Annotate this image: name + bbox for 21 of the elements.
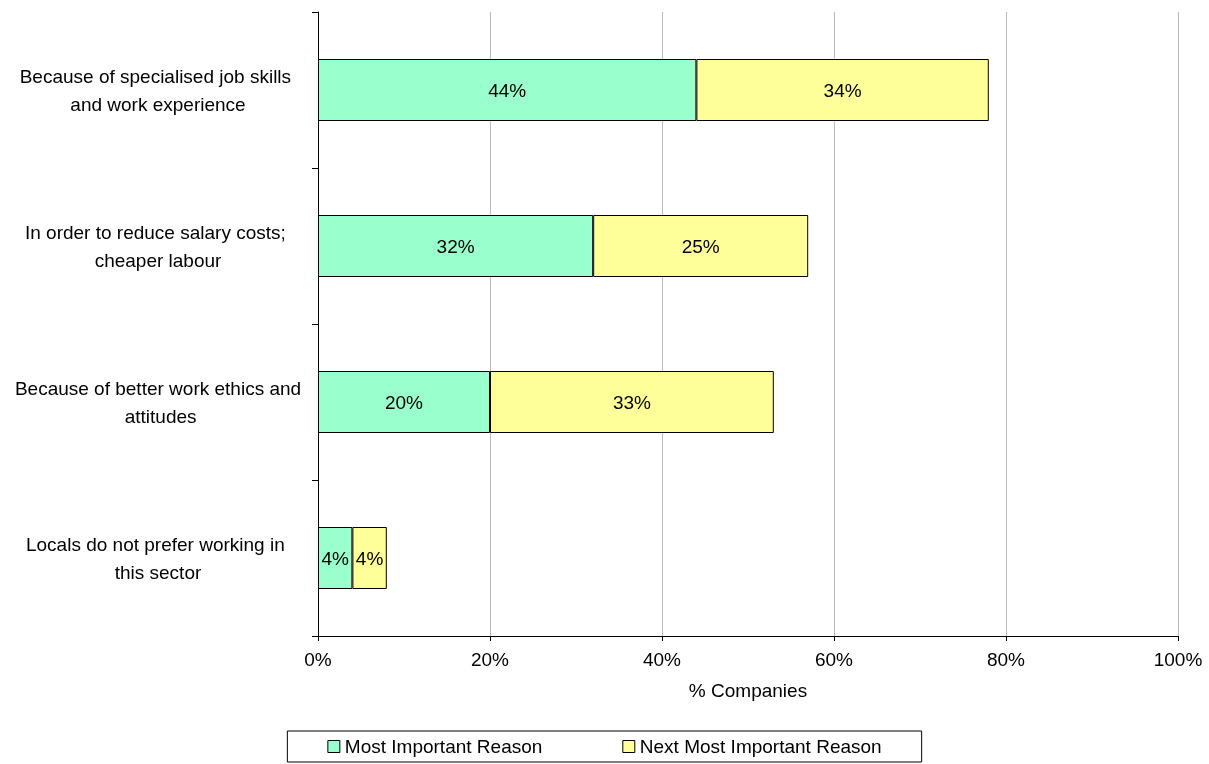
x-tick-label: 20% bbox=[470, 649, 510, 670]
data-label: 34% bbox=[823, 79, 862, 101]
data-label: 33% bbox=[612, 391, 652, 413]
legend-label: Most Important Reason bbox=[344, 736, 543, 757]
x-tick-label: 60% bbox=[814, 649, 854, 670]
y-tick-label: In order to reduce salary costs; cheaper labour bbox=[24, 221, 292, 271]
x-tick-label: 100% bbox=[1153, 649, 1203, 670]
y-tick-label: Because of better work ethics and attitudes bbox=[14, 377, 302, 427]
x-tick-label: 40% bbox=[642, 649, 682, 670]
x-tick-label: 0% bbox=[304, 649, 332, 670]
legend-label: Next Most Important Reason bbox=[639, 736, 882, 757]
y-tick-label: Because of specialised job skills and work experience bbox=[19, 65, 297, 115]
y-tick-label: Locals do not prefer working in this sector bbox=[25, 533, 291, 583]
data-label: 44% bbox=[488, 79, 527, 101]
data-label: 4% bbox=[355, 547, 384, 569]
data-label: 32% bbox=[436, 235, 475, 257]
x-axis-title: % Companies bbox=[688, 680, 808, 701]
data-label: 25% bbox=[681, 235, 720, 257]
x-tick-label: 80% bbox=[986, 649, 1026, 670]
data-label: 20% bbox=[384, 391, 424, 413]
data-label: 4% bbox=[321, 547, 350, 569]
